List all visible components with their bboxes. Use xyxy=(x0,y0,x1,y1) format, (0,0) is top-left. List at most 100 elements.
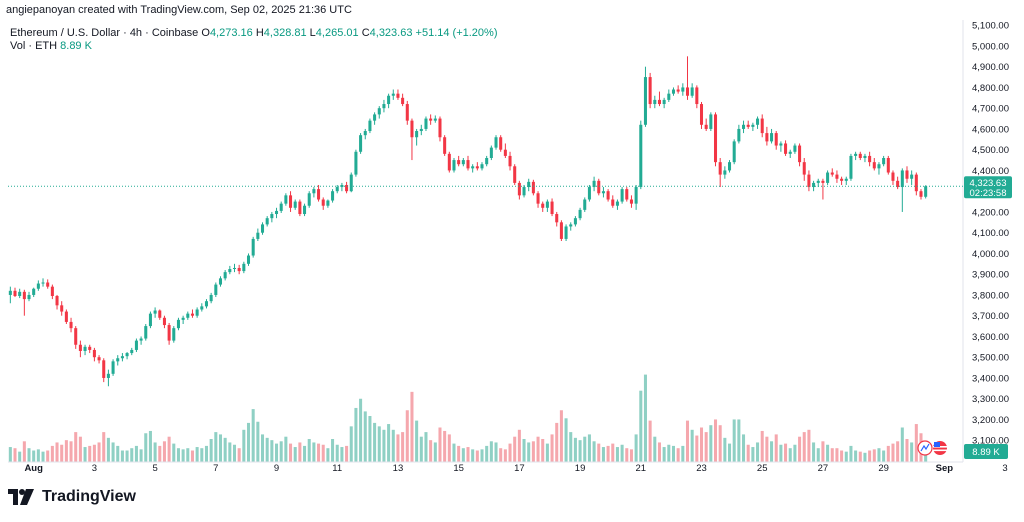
candle[interactable] xyxy=(756,116,760,129)
candle[interactable] xyxy=(919,189,923,200)
candle[interactable] xyxy=(924,185,928,199)
candle[interactable] xyxy=(200,303,204,312)
candle[interactable] xyxy=(849,153,853,181)
candle[interactable] xyxy=(195,307,199,318)
candle[interactable] xyxy=(802,157,806,181)
candle[interactable] xyxy=(181,315,185,325)
candle[interactable] xyxy=(723,166,727,179)
candle[interactable] xyxy=(671,87,675,96)
candle[interactable] xyxy=(685,56,690,100)
candle[interactable] xyxy=(102,358,106,383)
candle[interactable] xyxy=(153,307,157,318)
candle[interactable] xyxy=(592,176,596,192)
tradingview-logo[interactable]: TradingView xyxy=(8,488,136,506)
candle[interactable] xyxy=(60,301,64,316)
candle[interactable] xyxy=(387,93,391,109)
candle[interactable] xyxy=(517,180,521,200)
candle[interactable] xyxy=(742,120,746,134)
candle[interactable] xyxy=(419,124,423,136)
candle[interactable] xyxy=(601,187,605,198)
candle[interactable] xyxy=(228,265,232,275)
candle[interactable] xyxy=(443,135,447,156)
candle[interactable] xyxy=(284,193,288,206)
candle[interactable] xyxy=(559,220,563,241)
candle[interactable] xyxy=(293,199,297,210)
candle[interactable] xyxy=(391,89,395,100)
candle[interactable] xyxy=(429,114,433,125)
candle[interactable] xyxy=(92,347,96,362)
candle[interactable] xyxy=(349,172,353,193)
candle[interactable] xyxy=(807,170,811,192)
candle[interactable] xyxy=(312,187,316,198)
candle[interactable] xyxy=(485,155,489,167)
candle[interactable] xyxy=(78,340,82,358)
candle[interactable] xyxy=(289,191,293,212)
candle[interactable] xyxy=(158,309,162,320)
candle[interactable] xyxy=(891,170,895,185)
candle[interactable] xyxy=(13,287,17,298)
candle[interactable] xyxy=(910,170,914,185)
volume-legend[interactable]: Vol · ETH 8.89 K xyxy=(10,40,92,52)
candle[interactable] xyxy=(882,155,886,167)
candle[interactable] xyxy=(779,141,783,152)
candle[interactable] xyxy=(662,97,666,109)
candle[interactable] xyxy=(737,124,741,144)
candle[interactable] xyxy=(340,182,344,192)
candle[interactable] xyxy=(405,100,409,125)
candle[interactable] xyxy=(872,157,876,171)
candle[interactable] xyxy=(275,207,279,219)
candle[interactable] xyxy=(74,326,78,349)
candle[interactable] xyxy=(503,143,507,158)
candle[interactable] xyxy=(190,309,194,318)
candle[interactable] xyxy=(863,153,867,163)
candle[interactable] xyxy=(8,286,12,304)
candle[interactable] xyxy=(457,155,461,167)
candle[interactable] xyxy=(728,160,732,173)
candle[interactable] xyxy=(475,162,479,171)
symbol-name[interactable]: Ethereum / U.S. Dollar · 4h · Coinbase xyxy=(10,27,199,39)
candle[interactable] xyxy=(629,195,633,208)
candle[interactable] xyxy=(732,139,736,165)
candle[interactable] xyxy=(812,180,816,192)
candle[interactable] xyxy=(265,216,269,227)
candle[interactable] xyxy=(858,151,862,161)
events-icons[interactable] xyxy=(917,440,947,456)
candle[interactable] xyxy=(494,135,498,150)
candle[interactable] xyxy=(22,289,26,316)
candle[interactable] xyxy=(106,369,110,387)
candle[interactable] xyxy=(214,282,218,298)
candle[interactable] xyxy=(130,347,134,356)
candle[interactable] xyxy=(354,149,358,177)
candle[interactable] xyxy=(64,309,68,325)
candle[interactable] xyxy=(433,115,437,123)
earnings-event-icon[interactable] xyxy=(917,440,933,456)
candle[interactable] xyxy=(415,128,419,146)
candle[interactable] xyxy=(251,236,255,258)
candle[interactable] xyxy=(186,311,190,320)
candle[interactable] xyxy=(144,324,148,341)
candle[interactable] xyxy=(709,112,713,132)
candle[interactable] xyxy=(545,199,549,212)
candle[interactable] xyxy=(499,135,503,152)
candle[interactable] xyxy=(237,264,241,275)
candle[interactable] xyxy=(625,187,629,202)
candle[interactable] xyxy=(527,178,531,192)
candle[interactable] xyxy=(583,197,587,212)
candle[interactable] xyxy=(209,292,213,304)
candle[interactable] xyxy=(784,140,788,156)
candle[interactable] xyxy=(321,197,325,210)
candle[interactable] xyxy=(125,352,129,360)
candle[interactable] xyxy=(508,151,512,171)
candle[interactable] xyxy=(844,176,848,185)
candle[interactable] xyxy=(46,279,50,289)
candle[interactable] xyxy=(597,178,601,196)
candle[interactable] xyxy=(452,157,456,173)
candle[interactable] xyxy=(564,224,568,241)
candle[interactable] xyxy=(480,162,484,171)
candle[interactable] xyxy=(401,93,405,107)
candle[interactable] xyxy=(204,299,208,309)
candle[interactable] xyxy=(830,168,834,177)
candle[interactable] xyxy=(788,149,792,158)
candle[interactable] xyxy=(134,338,138,353)
candle[interactable] xyxy=(335,184,339,194)
